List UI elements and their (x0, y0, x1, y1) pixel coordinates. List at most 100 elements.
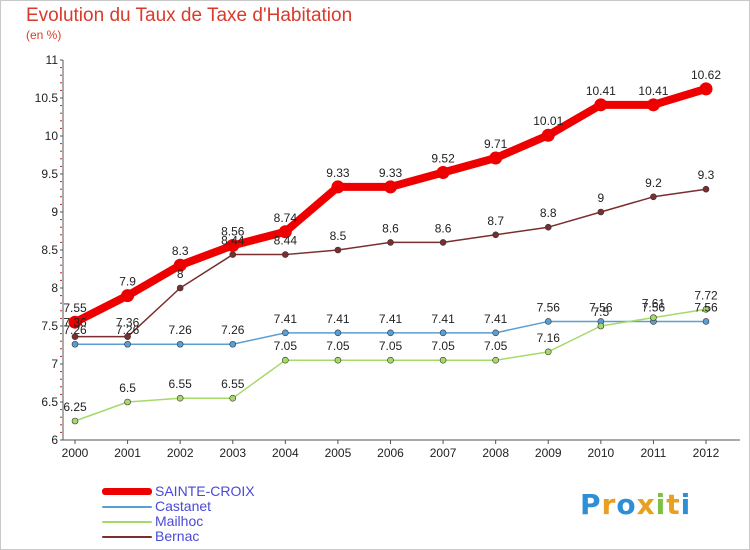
logo-letter: P (580, 488, 602, 521)
data-point-mailhoc (597, 322, 605, 330)
legend-item-castanet: Castanet (98, 498, 398, 514)
data-label-castanet: 7.56 (694, 300, 718, 314)
legend-label-bernac: Bernac (155, 528, 200, 544)
x-tick-label: 2012 (693, 446, 720, 460)
data-point-castanet (387, 329, 394, 337)
data-point-bernac (650, 193, 657, 201)
y-tick-label: 11 (46, 53, 59, 67)
data-point-bernac (597, 208, 605, 216)
y-tick-label: 9.5 (41, 167, 58, 181)
data-point-bernac (387, 239, 394, 246)
data-point-mailhoc (702, 305, 710, 313)
y-tick-label: 6.5 (41, 395, 58, 409)
data-label-mailhoc: 7.72 (694, 288, 718, 302)
data-label-mailhoc: 6.5 (119, 381, 136, 395)
data-label-mailhoc: 7.5 (592, 305, 609, 319)
x-tick-label: 2008 (482, 446, 509, 460)
data-label-sainte-croix: 7.55 (63, 301, 87, 315)
y-tick-label: 10.5 (35, 91, 59, 105)
proxiti-logo: Proxiti (580, 488, 691, 521)
data-label-bernac: 8.8 (540, 206, 557, 220)
data-point-bernac (282, 251, 289, 258)
data-point-mailhoc (124, 398, 131, 406)
data-label-castanet: 7.26 (168, 323, 192, 337)
data-point-mailhoc (439, 356, 447, 364)
data-point-castanet (702, 318, 710, 325)
chart-legend: SAINTE-CROIX Castanet Mailhoc Bernac (98, 483, 398, 544)
data-point-mailhoc (282, 356, 289, 364)
data-point-bernac (492, 231, 499, 239)
chart-title: Evolution du Taux de Taxe d'Habitation (26, 5, 353, 26)
data-label-sainte-croix: 9.52 (431, 151, 455, 165)
data-point-mailhoc (650, 314, 657, 321)
data-label-bernac: 7.36 (116, 316, 140, 330)
data-point-bernac (334, 246, 342, 254)
data-point-sainte-croix (68, 315, 82, 329)
data-point-sainte-croix (646, 98, 660, 112)
data-point-sainte-croix (226, 238, 240, 252)
data-point-castanet (439, 329, 447, 337)
data-point-bernac (439, 239, 447, 246)
data-label-castanet: 7.56 (589, 300, 613, 314)
data-label-sainte-croix: 10.62 (691, 68, 721, 82)
data-label-mailhoc: 7.05 (274, 339, 298, 353)
data-label-sainte-croix: 8.74 (274, 211, 298, 225)
x-tick-label: 2000 (62, 446, 89, 460)
data-label-sainte-croix: 10.01 (533, 114, 563, 128)
data-label-mailhoc: 7.05 (326, 339, 350, 353)
data-point-sainte-croix (436, 165, 450, 179)
data-point-castanet (124, 340, 131, 348)
data-label-bernac: 8 (177, 267, 184, 281)
legend-swatch-mailhoc (102, 521, 152, 523)
data-label-mailhoc: 7.16 (537, 331, 561, 345)
data-label-sainte-croix: 9.71 (484, 137, 508, 151)
data-point-sainte-croix (173, 258, 187, 272)
data-label-mailhoc: 6.55 (221, 377, 245, 391)
data-label-mailhoc: 7.05 (484, 339, 508, 353)
data-label-bernac: 8.5 (330, 229, 347, 243)
data-point-mailhoc (387, 356, 394, 364)
data-label-sainte-croix: 8.3 (172, 244, 189, 258)
legend-item-mailhoc: Mailhoc (98, 513, 398, 529)
data-point-bernac (702, 185, 710, 193)
logo-letter: r (601, 488, 617, 521)
data-label-mailhoc: 6.55 (168, 377, 192, 391)
x-tick-label: 2009 (535, 446, 562, 460)
logo-letter: x (636, 488, 656, 521)
data-label-sainte-croix: 9.33 (326, 166, 350, 180)
logo-letter: t (666, 488, 681, 521)
data-point-castanet (229, 340, 237, 348)
data-label-bernac: 8.44 (221, 234, 245, 248)
data-point-mailhoc (492, 356, 499, 364)
data-point-castanet (544, 318, 552, 325)
y-tick-label: 7 (51, 357, 58, 371)
data-label-castanet: 7.41 (379, 312, 403, 326)
data-point-bernac (544, 223, 552, 231)
y-tick-label: 8.5 (41, 243, 58, 257)
data-label-castanet: 7.41 (326, 312, 350, 326)
legend-swatch-sainte-croix (102, 488, 152, 495)
data-point-bernac (176, 284, 184, 292)
data-point-bernac (229, 251, 237, 258)
data-point-sainte-croix (699, 82, 713, 96)
x-tick-label: 2007 (430, 446, 457, 460)
data-point-mailhoc (544, 348, 552, 356)
x-tick-label: 2001 (114, 446, 141, 460)
data-point-sainte-croix (541, 128, 555, 142)
data-label-sainte-croix: 9.33 (379, 166, 403, 180)
data-label-castanet: 7.26 (63, 323, 87, 337)
data-point-bernac (124, 333, 131, 340)
data-label-castanet: 7.41 (484, 312, 508, 326)
data-point-castanet (492, 329, 499, 337)
series-line-sainte-croix (71, 84, 710, 327)
data-point-sainte-croix (384, 180, 397, 194)
data-label-castanet: 7.56 (642, 300, 666, 314)
data-label-castanet: 7.26 (221, 323, 245, 337)
data-label-mailhoc: 7.05 (431, 339, 455, 353)
data-label-bernac: 9.3 (698, 168, 715, 182)
data-point-castanet (71, 340, 79, 348)
legend-swatch-bernac (102, 536, 152, 538)
data-label-bernac: 8.7 (487, 214, 504, 228)
data-point-sainte-croix (121, 289, 135, 303)
